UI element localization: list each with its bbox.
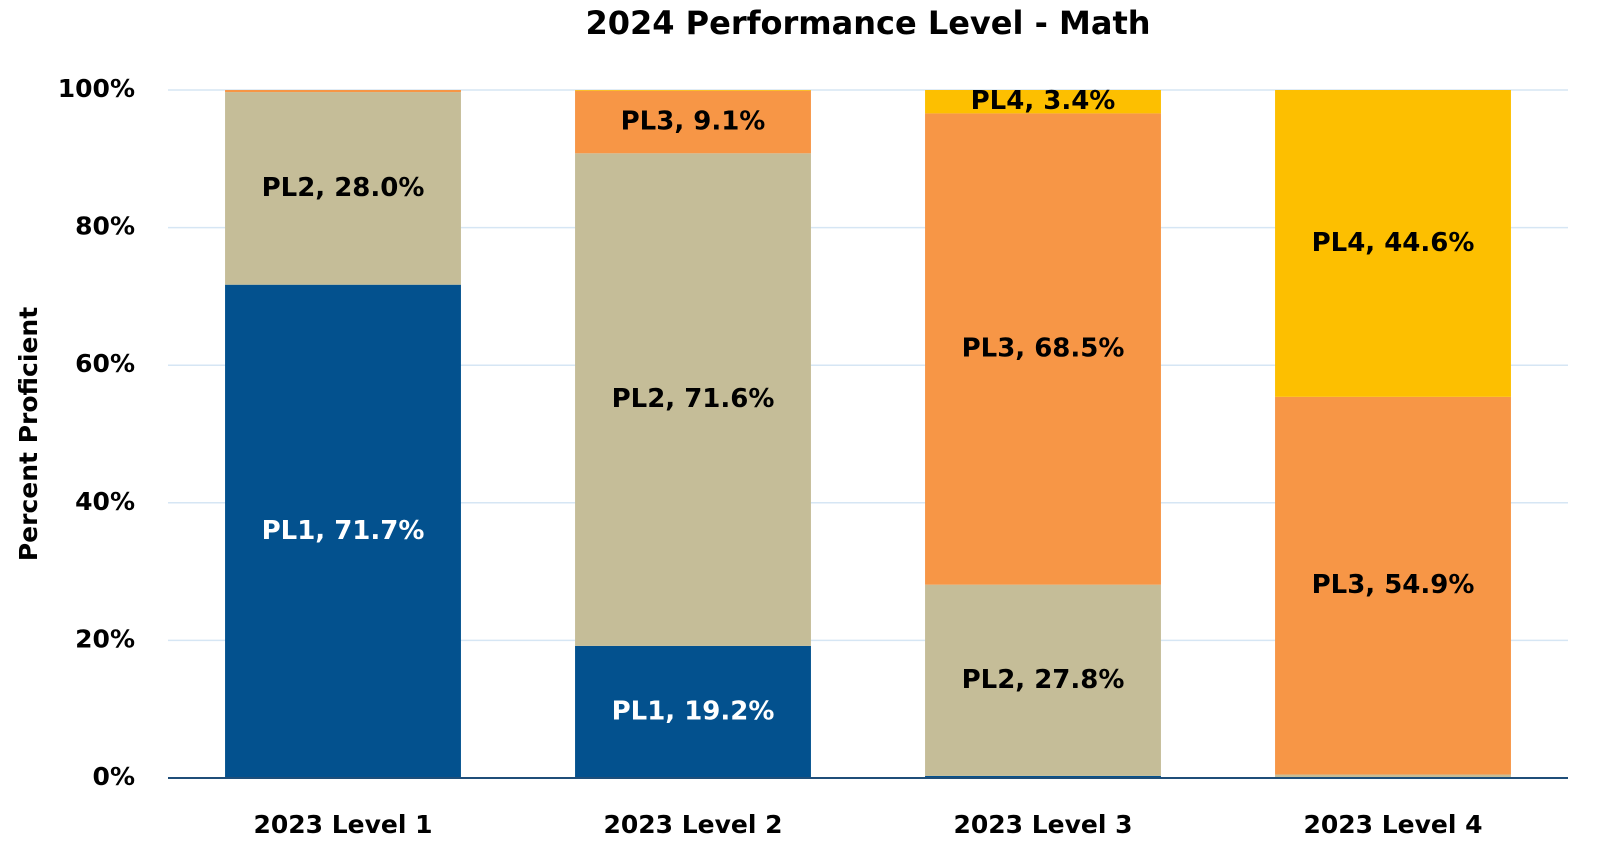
- bar-segment: [225, 90, 461, 93]
- bar-segment: [925, 113, 1161, 585]
- bar-segment: [925, 775, 1161, 778]
- x-tick-label: 2023 Level 3: [953, 810, 1132, 839]
- x-tick-label: 2023 Level 2: [603, 810, 782, 839]
- y-tick-label: 60%: [75, 349, 135, 378]
- data-label: PL2, 28.0%: [262, 173, 425, 203]
- data-label: PL3, 9.1%: [621, 106, 766, 136]
- bar-segment: [1275, 90, 1511, 397]
- bar-segment: [1275, 774, 1511, 778]
- chart-title: 2024 Performance Level - Math: [585, 4, 1150, 42]
- y-tick-label: 20%: [75, 624, 135, 653]
- bar-segment: [575, 90, 811, 91]
- data-label: PL2, 27.8%: [962, 665, 1125, 695]
- bar-segment: [575, 90, 811, 154]
- data-label: PL3, 54.9%: [1312, 570, 1475, 600]
- data-label: PL4, 3.4%: [971, 86, 1116, 116]
- data-label: PL1, 71.7%: [262, 516, 425, 546]
- bar-segment: [1275, 396, 1511, 775]
- y-axis-label: Percent Proficient: [14, 307, 43, 561]
- x-tick-label: 2023 Level 1: [253, 810, 432, 839]
- data-label: PL3, 68.5%: [962, 334, 1125, 364]
- bar-segment: [575, 645, 811, 778]
- bar-segment: [925, 584, 1161, 776]
- bar-segment: [925, 90, 1161, 114]
- data-label: PL4, 44.6%: [1312, 228, 1475, 258]
- y-tick-label: 80%: [75, 212, 135, 241]
- data-label: PL1, 19.2%: [612, 696, 775, 726]
- y-tick-label: 100%: [58, 74, 135, 103]
- bar-segment: [225, 92, 461, 285]
- bar-segment: [225, 284, 461, 778]
- x-tick-label: 2023 Level 4: [1303, 810, 1482, 839]
- bar-segment: [575, 153, 811, 646]
- y-tick-label: 40%: [75, 487, 135, 516]
- y-tick-label: 0%: [93, 762, 135, 791]
- data-label: PL2, 71.6%: [612, 384, 775, 414]
